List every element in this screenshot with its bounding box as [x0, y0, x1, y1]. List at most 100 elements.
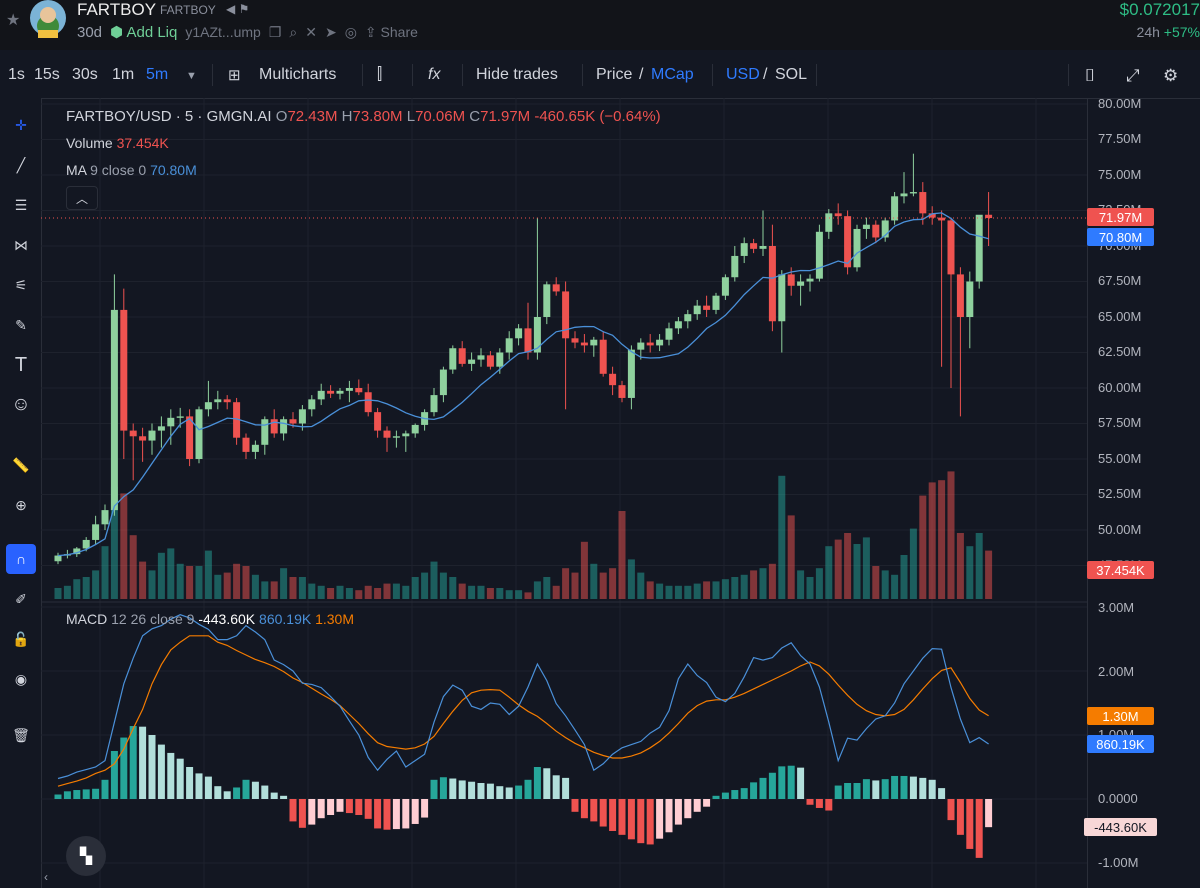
indicators-icon[interactable]: fx: [428, 66, 441, 83]
crosshair-icon[interactable]: ✛: [15, 116, 27, 133]
collapse-legend-button[interactable]: ︿: [66, 186, 98, 210]
lock-drawing-icon[interactable]: ✐: [15, 590, 27, 607]
interval-1s[interactable]: 1s: [8, 66, 25, 83]
price-mcap-slash: /: [639, 66, 644, 83]
sol-toggle[interactable]: SOL: [775, 66, 808, 83]
volume-bar: [233, 563, 241, 599]
add-chart-icon[interactable]: ⊞: [228, 67, 241, 84]
candle-body: [364, 392, 372, 413]
volume-bar: [148, 570, 156, 599]
price-tick: 67.50M: [1098, 273, 1142, 288]
token-avatar[interactable]: [28, 0, 68, 40]
signal-axis-label: 1.30M: [1087, 707, 1154, 725]
macd-histogram-bar: [750, 782, 758, 799]
interval-30s[interactable]: 30s: [72, 66, 98, 83]
emoji-icon[interactable]: ☺: [11, 394, 31, 415]
tradingview-logo[interactable]: ▚: [66, 836, 106, 876]
volume-bar: [261, 581, 269, 599]
copy-icon[interactable]: ❐: [268, 23, 282, 40]
ma-price-label: 70.80M: [1087, 228, 1154, 246]
candle-body: [731, 255, 739, 278]
volume-bar: [909, 528, 917, 599]
telegram-icon[interactable]: ➤: [324, 23, 337, 40]
interval-5m[interactable]: 5m: [146, 66, 169, 83]
search-icon[interactable]: ⌕: [289, 23, 298, 40]
volume-bar: [853, 544, 861, 599]
volume-bar: [327, 588, 335, 599]
macd-histogram-bar: [270, 792, 278, 799]
social-icons[interactable]: ◀ ⚑: [226, 2, 250, 16]
candle-body: [101, 510, 109, 525]
share-button[interactable]: ⇪ Share: [364, 23, 418, 40]
magnet-icon[interactable]: ∩: [6, 544, 36, 574]
candle-body: [120, 309, 128, 431]
macd-histogram-bar: [956, 799, 964, 835]
macd-histogram-bar: [505, 787, 513, 799]
interval-15s[interactable]: 15s: [34, 66, 60, 83]
candle-body: [609, 373, 617, 386]
volume-bar: [392, 583, 400, 599]
ruler-icon[interactable]: 📏: [12, 456, 30, 473]
x-icon[interactable]: ✕: [305, 23, 317, 40]
candle-body: [73, 548, 81, 555]
hide-trades-button[interactable]: Hide trades: [476, 66, 558, 83]
volume-bar: [251, 574, 259, 599]
macd-histogram-bar: [881, 779, 889, 799]
price-tick: 55.00M: [1098, 451, 1142, 466]
volume-bar: [693, 583, 701, 599]
macd-histogram-bar: [524, 779, 532, 799]
interval-dropdown-icon[interactable]: ▼: [186, 70, 197, 82]
prediction-icon[interactable]: ⚟: [14, 276, 28, 293]
eye-icon[interactable]: ◉: [14, 670, 28, 687]
add-liq-button[interactable]: ⬢ Add Liq: [110, 24, 178, 41]
globe-icon[interactable]: ◎: [344, 23, 357, 40]
candle-body: [533, 317, 541, 353]
candle-body: [825, 213, 833, 232]
price-change-24h: 24h +57%: [1137, 24, 1200, 40]
collapse-left-icon[interactable]: ‹: [44, 870, 48, 884]
candle-body: [148, 430, 156, 441]
volume-bar: [674, 585, 682, 599]
candle-body: [242, 437, 250, 452]
zoom-in-icon[interactable]: ⊕: [15, 496, 27, 513]
camera-icon[interactable]: ⌷: [1085, 66, 1096, 85]
candle-body: [543, 284, 551, 317]
candle-body: [637, 342, 645, 350]
volume-bar: [496, 588, 504, 599]
multicharts-button[interactable]: Multicharts: [259, 66, 337, 83]
price-axis[interactable]: [1087, 98, 1200, 888]
settings-icon[interactable]: ⚙: [1163, 66, 1179, 85]
macd-histogram-bar: [148, 735, 156, 799]
macd-histogram: [54, 726, 993, 858]
macd-histogram-bar: [186, 767, 194, 799]
trash-icon[interactable]: 🗑: [12, 726, 30, 743]
brush-icon[interactable]: ✎: [15, 316, 27, 333]
volume-bar: [317, 585, 325, 599]
volume-bar: [54, 588, 62, 599]
macd-histogram-bar: [449, 778, 457, 799]
trendline-icon[interactable]: ╱: [16, 156, 26, 173]
price-tick: 77.50M: [1098, 131, 1142, 146]
mcap-toggle[interactable]: MCap: [651, 66, 694, 83]
text-tool-icon[interactable]: T: [14, 353, 28, 376]
o-label: O: [275, 108, 288, 125]
usd-toggle[interactable]: USD: [726, 66, 760, 83]
volume-bar: [881, 570, 889, 599]
price-toggle[interactable]: Price: [596, 66, 633, 83]
star-icon[interactable]: ★: [6, 12, 21, 29]
volume-bar: [345, 588, 353, 599]
pattern-icon[interactable]: ⋈: [14, 236, 28, 253]
candle-body: [684, 314, 692, 322]
fib-lines-icon[interactable]: ☰: [14, 196, 28, 213]
volume-bar: [825, 546, 833, 599]
fullscreen-icon[interactable]: ⤢: [1126, 66, 1140, 85]
volume-bar: [458, 583, 466, 599]
volume-bar: [120, 493, 128, 599]
macd-histogram-bar: [580, 799, 588, 819]
candle-body: [524, 328, 532, 353]
candle-type-icon[interactable]: ⫿: [377, 66, 383, 83]
contract-address[interactable]: y1AZt...ump: [185, 24, 261, 40]
interval-1m[interactable]: 1m: [112, 66, 135, 83]
lock-icon[interactable]: 🔓: [12, 630, 30, 647]
